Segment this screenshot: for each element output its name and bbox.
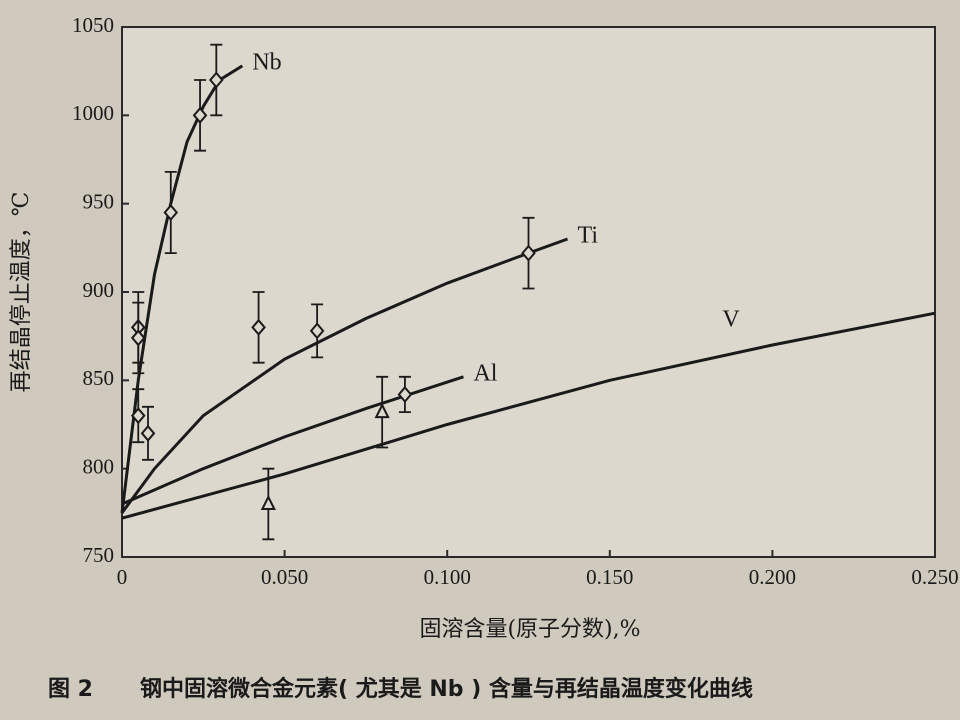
x-tick-label: 0.100 [424, 565, 471, 589]
curve-label: Nb [252, 49, 281, 75]
curve-label: Ti [578, 223, 599, 249]
data-point [208, 71, 224, 89]
data-point [130, 407, 146, 425]
x-tick-label: 0.150 [586, 565, 633, 589]
data-point [397, 385, 413, 404]
x-tick-label: 0.050 [261, 565, 308, 589]
x-tick-label: 0.200 [749, 565, 796, 589]
y-tick-label: 900 [83, 278, 115, 302]
y-axis-label: 再结晶停止温度，℃ [9, 192, 34, 393]
figure-caption: 钢中固溶微合金元素( 尤其是 Nb ) 含量与再结晶温度变化曲线 [140, 676, 753, 702]
y-tick-label: 1000 [72, 101, 114, 125]
y-tick-label: 950 [83, 189, 115, 213]
data-point [309, 322, 325, 340]
data-point [163, 203, 179, 222]
data-point [251, 318, 266, 336]
curve-label: V [722, 307, 740, 333]
curve-label: Al [473, 360, 497, 386]
data-point [192, 106, 208, 124]
y-tick-label: 800 [83, 454, 115, 478]
curve [120, 237, 569, 514]
figure-number: 图 2 [48, 677, 93, 702]
curve [121, 375, 464, 506]
y-tick-label: 750 [83, 543, 115, 567]
x-axis-label: 固溶含量(原子分数),% [419, 617, 640, 642]
curve [121, 311, 936, 520]
data-point [374, 402, 390, 419]
y-tick-label: 1050 [72, 13, 114, 37]
y-tick-label: 850 [83, 366, 115, 390]
x-tick-label: 0.250 [911, 565, 958, 589]
data-point [140, 424, 156, 442]
data-point [260, 494, 276, 510]
data-point [130, 329, 146, 347]
x-tick-label: 0 [117, 565, 128, 589]
data-point [521, 244, 536, 262]
plot-frame [121, 26, 936, 558]
